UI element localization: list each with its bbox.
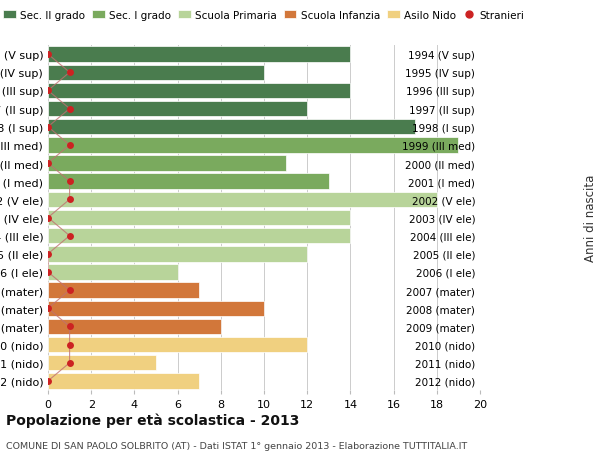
Bar [48, 283, 199, 298]
Text: Popolazione per età scolastica - 2013: Popolazione per età scolastica - 2013 [6, 413, 299, 428]
Text: Anni di nascita: Anni di nascita [584, 174, 598, 262]
Bar [48, 192, 437, 207]
Legend: Sec. II grado, Sec. I grado, Scuola Primaria, Scuola Infanzia, Asilo Nido, Stran: Sec. II grado, Sec. I grado, Scuola Prim… [0, 6, 529, 25]
Bar [48, 65, 264, 81]
Bar [48, 47, 350, 63]
Bar [48, 101, 307, 117]
Bar [48, 246, 307, 262]
Bar [48, 373, 199, 389]
Bar [48, 265, 178, 280]
Bar [48, 229, 350, 244]
Bar [48, 301, 264, 316]
Bar [48, 355, 156, 371]
Bar [48, 210, 350, 226]
Bar [48, 84, 350, 99]
Bar [48, 337, 307, 353]
Bar [48, 120, 415, 135]
Bar [48, 138, 458, 153]
Bar [48, 319, 221, 335]
Bar [48, 156, 286, 171]
Bar [48, 174, 329, 190]
Text: COMUNE DI SAN PAOLO SOLBRITO (AT) - Dati ISTAT 1° gennaio 2013 - Elaborazione TU: COMUNE DI SAN PAOLO SOLBRITO (AT) - Dati… [6, 441, 467, 450]
